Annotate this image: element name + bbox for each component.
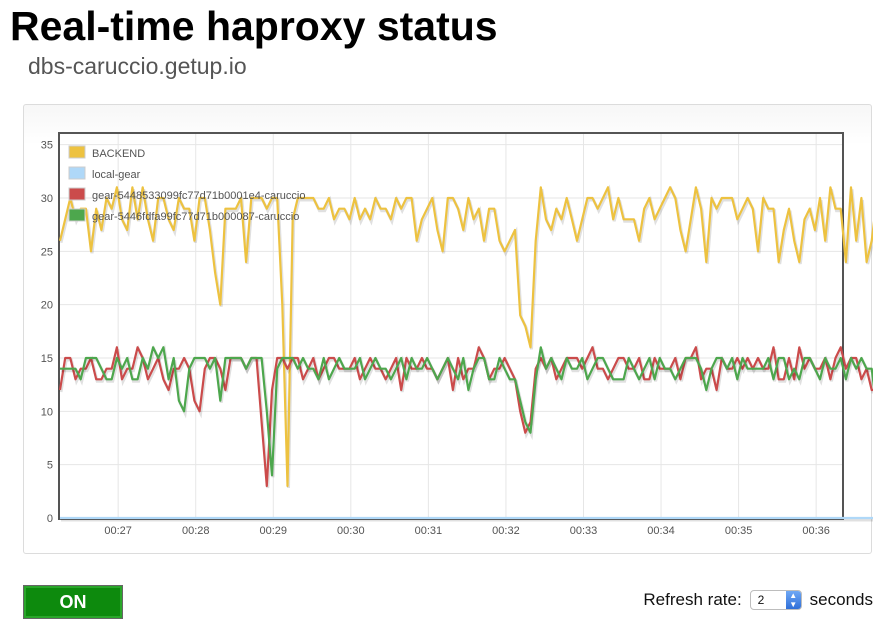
y-tick-label: 0 <box>47 513 53 525</box>
line-chart: 0 5 10 15 20 25 30 35 00:27 00:28 00:29 00:30 00:31… <box>41 132 873 537</box>
legend-swatch <box>68 166 86 180</box>
stepper-arrows-icon[interactable]: ▲ ▼ <box>785 591 801 609</box>
x-tick-label: 00:35 <box>725 525 753 537</box>
x-tick-label: 00:28 <box>182 525 210 537</box>
refresh-rate-control: Refresh rate: 2 ▲ ▼ seconds <box>643 588 873 612</box>
x-tick-label: 00:32 <box>492 525 520 537</box>
refresh-rate-select[interactable]: 2 ▲ ▼ <box>749 590 802 610</box>
refresh-rate-value: 2 <box>757 593 765 607</box>
legend: BACKEND local-gear gear-5448533099fc77d71b… <box>68 145 305 223</box>
page-subtitle: dbs-caruccio.getup.io <box>28 53 247 79</box>
legend-label: BACKEND <box>92 148 145 160</box>
y-tick-label: 35 <box>41 140 53 152</box>
page-title: Real-time haproxy status <box>10 3 498 49</box>
x-tick-label: 00:34 <box>647 525 675 537</box>
legend-label: local-gear <box>92 169 141 181</box>
legend-swatch <box>68 187 86 201</box>
y-tick-label: 30 <box>41 193 53 205</box>
toggle-on-button[interactable]: ON <box>23 585 123 619</box>
legend-swatch <box>68 145 86 159</box>
y-tick-label: 10 <box>41 406 53 418</box>
x-tick-label: 00:31 <box>415 525 443 537</box>
x-tick-label: 00:30 <box>337 525 365 537</box>
y-tick-label: 20 <box>41 300 53 312</box>
legend-label: gear-5448533099fc77d71b0001e4-caruccio <box>92 190 305 202</box>
series-line-4 <box>60 346 873 477</box>
y-axis-ticks: 0 5 10 15 20 25 30 35 <box>41 140 53 525</box>
legend-label: gear-5446fdfa99fc77d71b000087-caruccio <box>92 211 299 223</box>
x-tick-label: 00:33 <box>570 525 598 537</box>
y-tick-label: 25 <box>41 246 53 258</box>
legend-swatch <box>68 208 86 222</box>
chart-panel: 0 5 10 15 20 25 30 35 00:27 00:28 00:29 00:30 00:31… <box>23 104 873 554</box>
x-tick-label: 00:29 <box>260 525 288 537</box>
y-tick-label: 15 <box>41 353 53 365</box>
series-line-shadow <box>59 184 873 489</box>
refresh-rate-label: Refresh rate: <box>643 590 742 609</box>
series-layer <box>58 184 873 522</box>
refresh-rate-unit: seconds <box>809 590 873 609</box>
x-axis-ticks: 00:27 00:28 00:29 00:30 00:31 00:32 00:33 00:34… <box>104 525 830 537</box>
x-tick-label: 00:36 <box>802 525 830 537</box>
series-line-1 <box>58 186 873 488</box>
x-tick-label: 00:27 <box>104 525 132 537</box>
y-tick-label: 5 <box>47 460 53 472</box>
